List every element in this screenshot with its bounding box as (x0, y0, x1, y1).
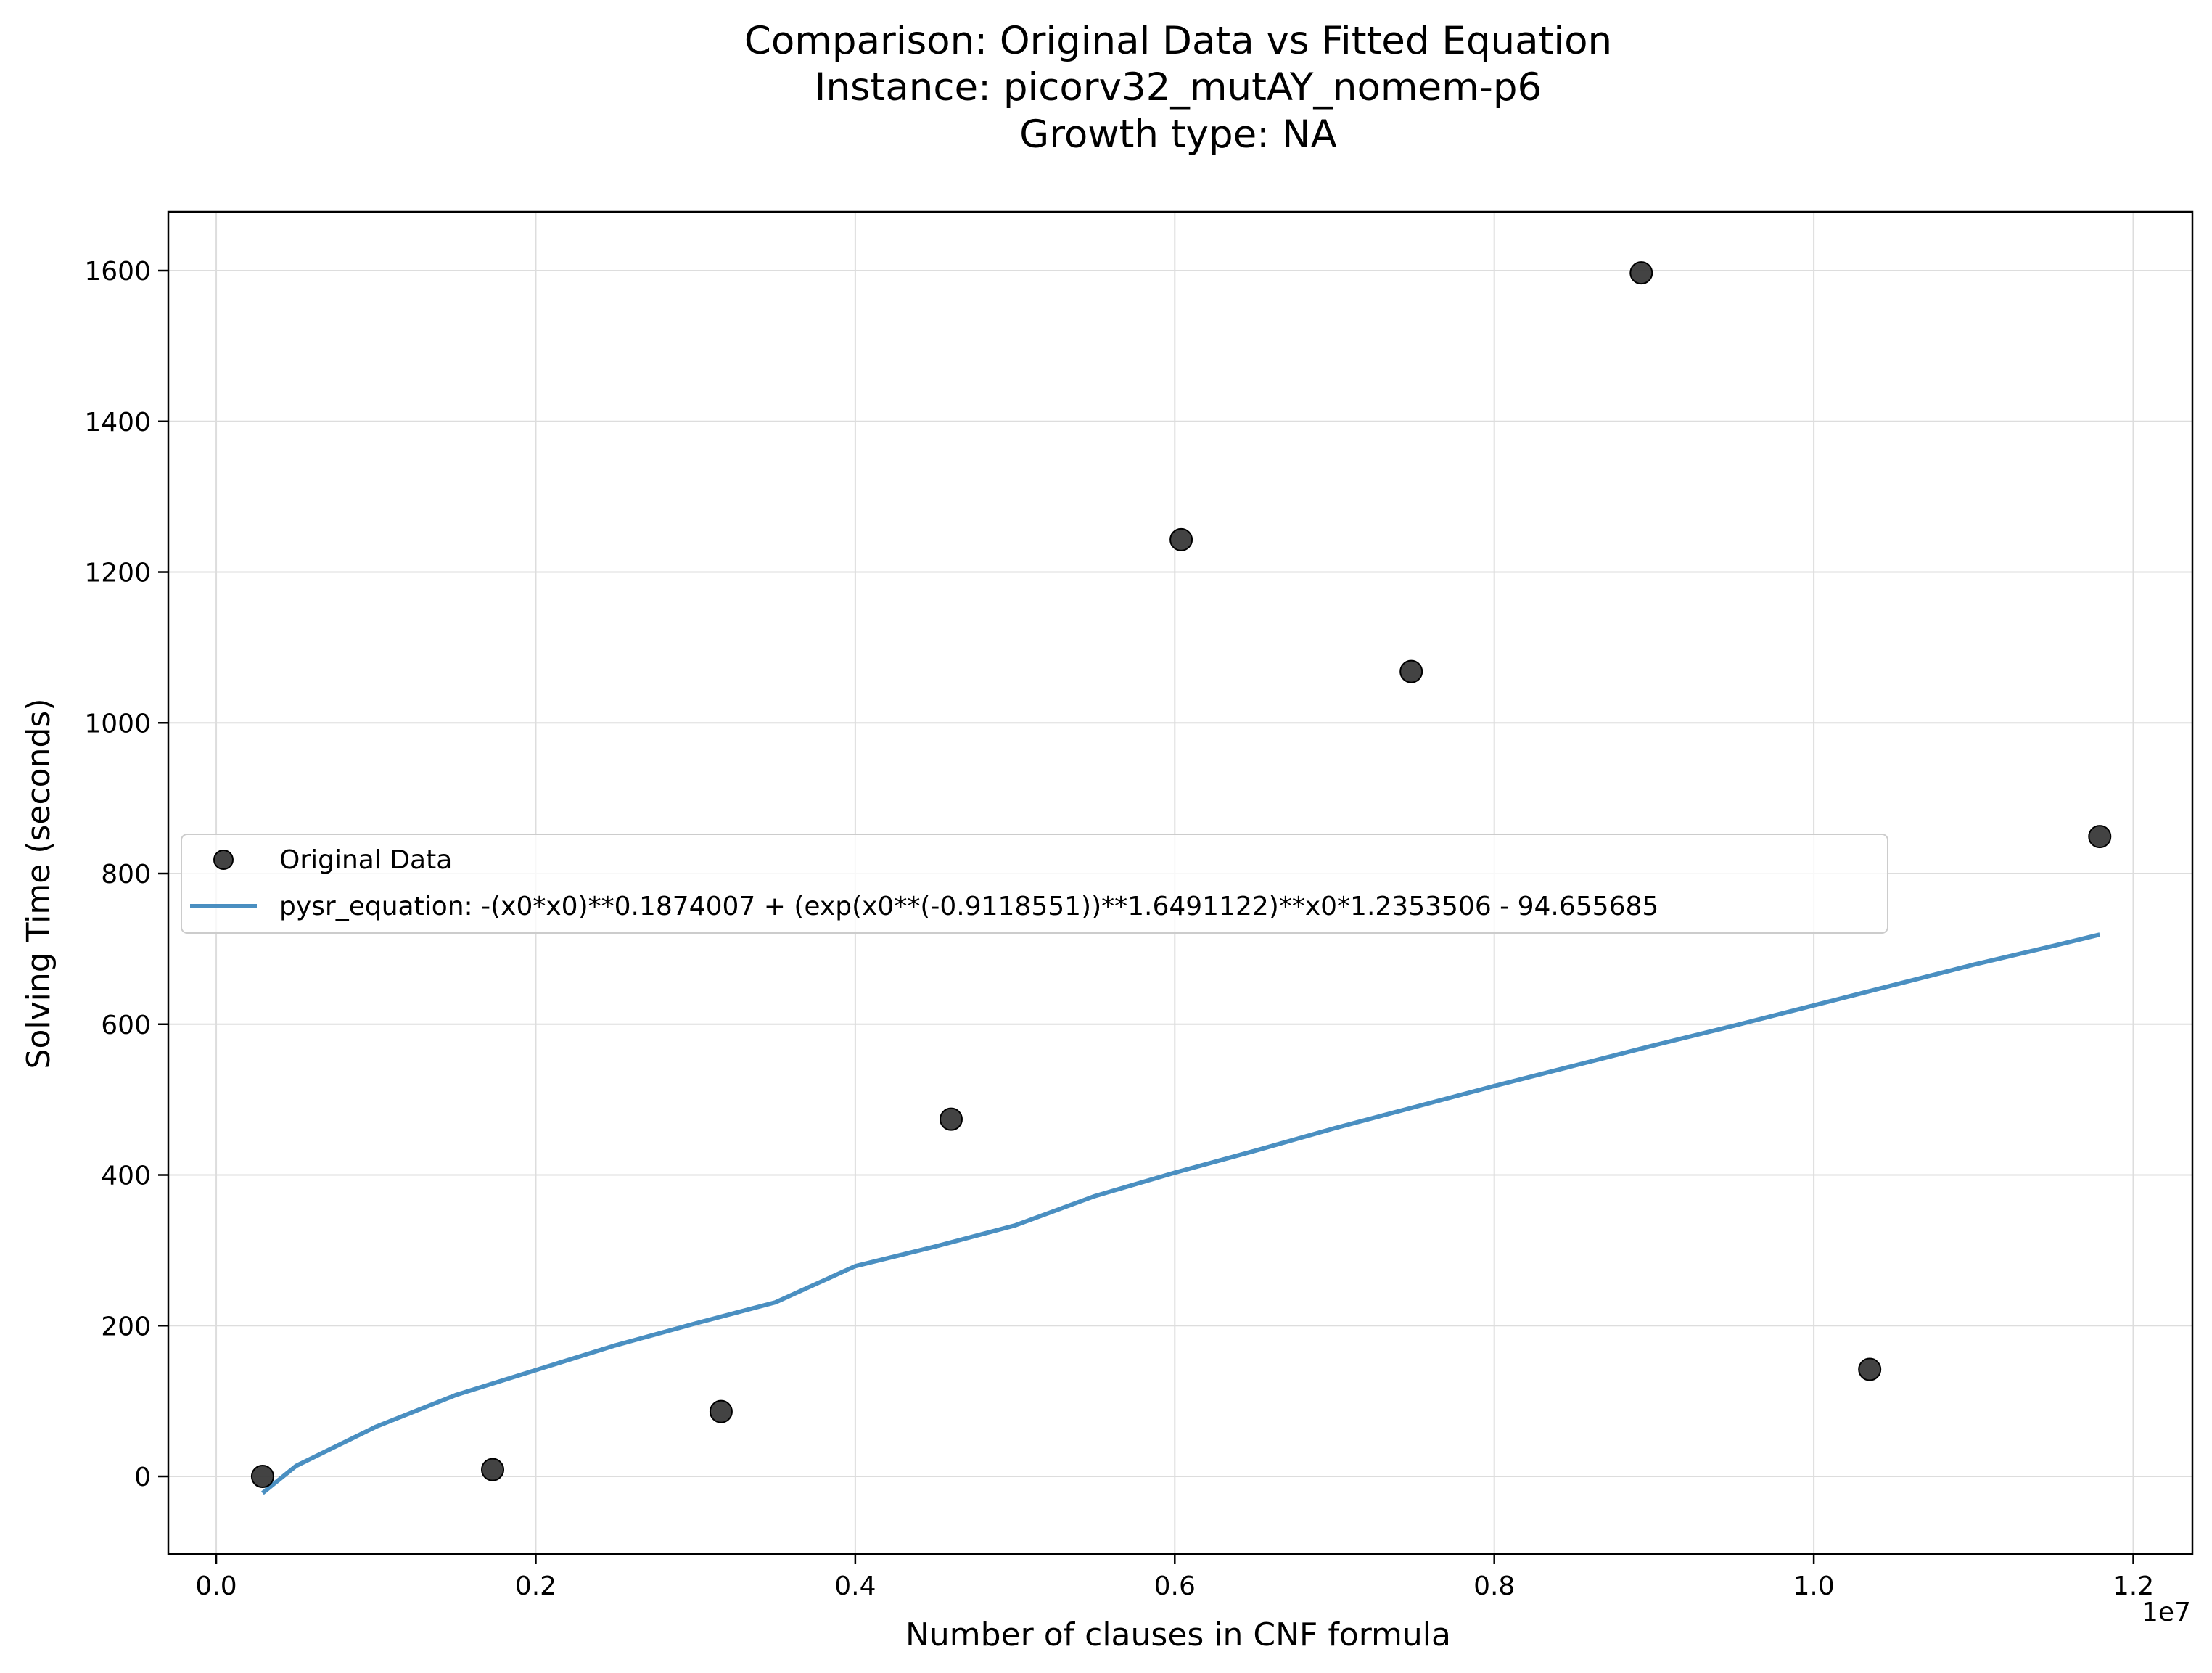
x-tick-label: 0.0 (195, 1571, 237, 1601)
y-tick-label: 0 (134, 1463, 151, 1492)
legend-marker-original-data (213, 850, 234, 870)
x-tick-label: 0.8 (1473, 1571, 1515, 1601)
data-point (2088, 825, 2112, 849)
x-axis-offset-label: 1e7 (2142, 1598, 2191, 1627)
x-tick-label: 0.4 (834, 1571, 876, 1601)
y-axis-label: Solving Time (seconds) (20, 699, 57, 1069)
data-point (1399, 659, 1423, 683)
legend: Original Data pysr_equation: -(x0*x0)**0… (181, 834, 1888, 934)
y-tick-label: 1200 (84, 559, 151, 588)
title-line-2: Instance: picorv32_mutAY_nomem-p6 (815, 65, 1542, 110)
y-tick-label: 1600 (84, 257, 151, 287)
scatter-series (250, 261, 2112, 1489)
y-tick-label: 400 (101, 1162, 151, 1191)
title-line-3: Growth type: NA (1019, 112, 1337, 157)
x-tick-label: 0.2 (515, 1571, 556, 1601)
x-axis-ticks: 0.0 0.2 0.4 0.6 0.8 1.0 1.2 (195, 1554, 2154, 1601)
title-line-1: Comparison: Original Data vs Fitted Equa… (744, 19, 1612, 63)
legend-label-original-data: Original Data (279, 845, 452, 875)
data-point (940, 1107, 963, 1131)
data-point (1629, 261, 1653, 285)
data-point (709, 1399, 733, 1423)
legend-label-pysr-equation: pysr_equation: -(x0*x0)**0.1874007 + (ex… (279, 892, 1658, 921)
data-point (481, 1458, 505, 1481)
y-tick-label: 1400 (84, 408, 151, 437)
x-tick-label: 0.6 (1154, 1571, 1196, 1601)
x-axis-label: Number of clauses in CNF formula (905, 1616, 1451, 1653)
fitted-line (261, 932, 2101, 1495)
plot-frame (167, 210, 2194, 1555)
x-tick-label: 1.0 (1793, 1571, 1834, 1601)
chart-title: Comparison: Original Data vs Fitted Equa… (744, 19, 1612, 157)
y-tick-label: 600 (101, 1011, 151, 1040)
data-point (1858, 1357, 1882, 1381)
y-axis-ticks: 0 200 400 600 800 1000 1200 1400 1600 (84, 257, 168, 1492)
y-tick-label: 1000 (84, 709, 151, 739)
legend-box (181, 834, 1888, 934)
data-point (250, 1465, 274, 1489)
x-tick-label: 1.2 (2113, 1571, 2154, 1601)
y-tick-label: 800 (101, 860, 151, 889)
y-tick-label: 200 (101, 1312, 151, 1341)
data-point (1169, 527, 1193, 551)
fitted-line-series (261, 932, 2101, 1495)
